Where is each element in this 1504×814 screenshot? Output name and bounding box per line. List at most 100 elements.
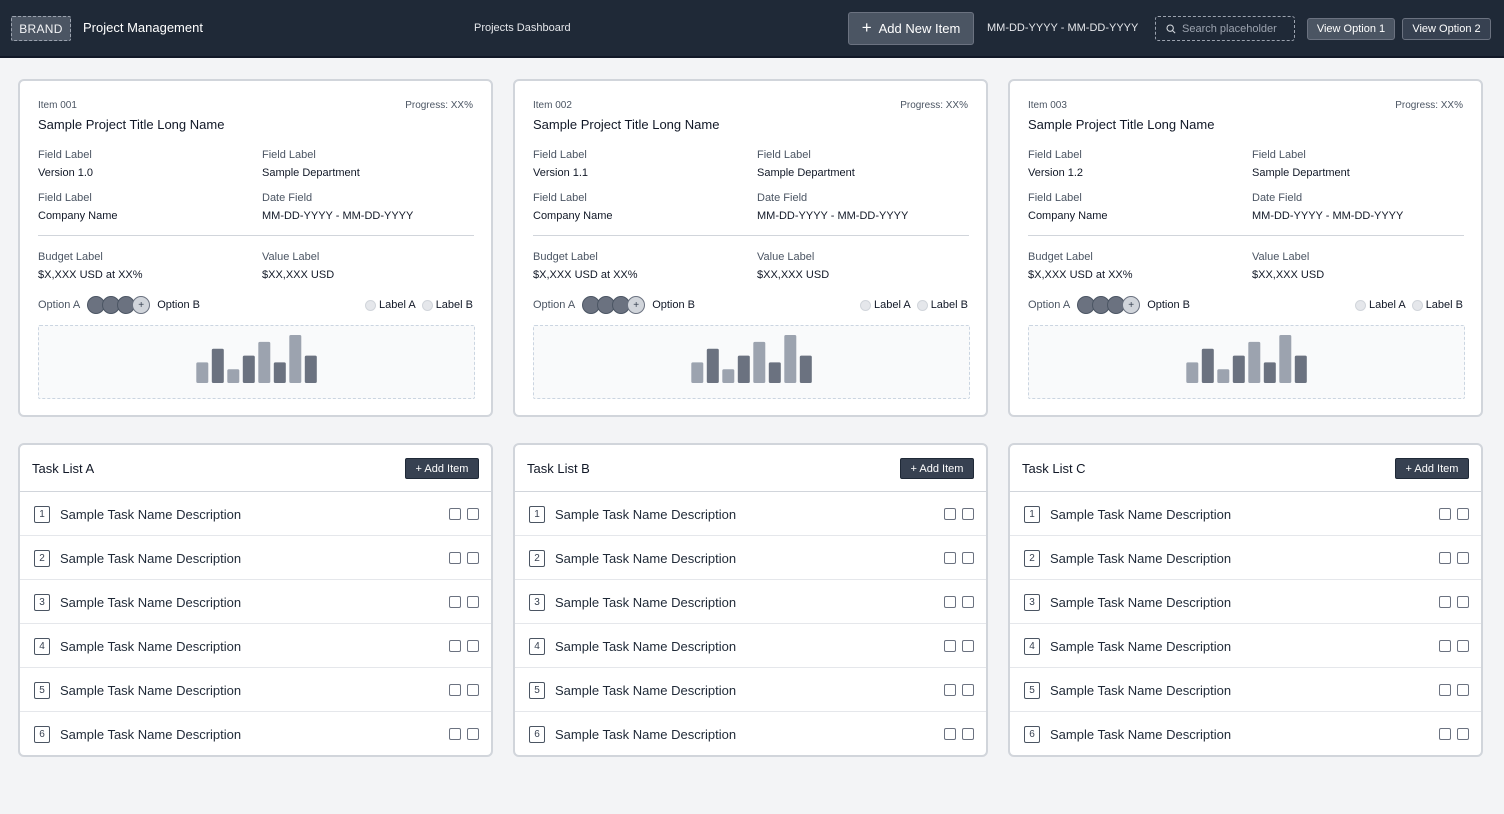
search-input[interactable]	[1182, 22, 1294, 35]
add-avatar-icon[interactable]: +	[132, 296, 151, 314]
legend-item-a[interactable]: Label A	[1354, 299, 1406, 311]
task-checkbox-2[interactable]	[467, 640, 479, 652]
view-option-1-button[interactable]: View Option 1	[1307, 18, 1395, 40]
task-row[interactable]: 3 Sample Task Name Description	[20, 580, 491, 624]
task-name[interactable]: Sample Task Name Description	[555, 551, 737, 566]
task-checkbox-2[interactable]	[962, 684, 974, 696]
option-b-label[interactable]: Option B	[652, 299, 696, 311]
task-checkbox-2[interactable]	[467, 684, 479, 696]
task-name[interactable]: Sample Task Name Description	[555, 639, 737, 654]
task-name[interactable]: Sample Task Name Description	[1050, 683, 1232, 698]
legend-item-a[interactable]: Label A	[859, 299, 911, 311]
task-row[interactable]: 2 Sample Task Name Description	[20, 536, 491, 580]
task-name[interactable]: Sample Task Name Description	[1050, 551, 1232, 566]
search-box[interactable]	[1155, 16, 1295, 41]
task-checkbox-1[interactable]	[944, 596, 956, 608]
legend-item-a[interactable]: Label A	[364, 299, 416, 311]
task-name[interactable]: Sample Task Name Description	[1050, 727, 1232, 742]
header-date-range[interactable]: MM-DD-YYYY - MM-DD-YYYY	[987, 22, 1139, 34]
view-option-2-button[interactable]: View Option 2	[1402, 18, 1491, 40]
task-row[interactable]: 3 Sample Task Name Description	[1010, 580, 1481, 624]
task-checkbox-1[interactable]	[1439, 596, 1451, 608]
task-checkbox-1[interactable]	[944, 552, 956, 564]
task-row[interactable]: 5 Sample Task Name Description	[1010, 668, 1481, 712]
task-checkbox-1[interactable]	[944, 640, 956, 652]
task-checkbox-2[interactable]	[467, 596, 479, 608]
option-b-label[interactable]: Option B	[157, 299, 201, 311]
add-new-item-button[interactable]: + Add New Item	[848, 12, 974, 45]
project-card[interactable]: Item 003 Progress: XX% Sample Project Ti…	[1008, 79, 1483, 417]
task-name[interactable]: Sample Task Name Description	[60, 595, 242, 610]
task-checkbox-1[interactable]	[449, 596, 461, 608]
task-name[interactable]: Sample Task Name Description	[60, 683, 242, 698]
task-checkbox-1[interactable]	[1439, 552, 1451, 564]
task-row[interactable]: 5 Sample Task Name Description	[515, 668, 986, 712]
task-name[interactable]: Sample Task Name Description	[60, 639, 242, 654]
task-checkbox-2[interactable]	[962, 596, 974, 608]
task-checkbox-2[interactable]	[1457, 640, 1469, 652]
task-checkbox-1[interactable]	[449, 640, 461, 652]
task-row[interactable]: 5 Sample Task Name Description	[20, 668, 491, 712]
legend-item-b[interactable]: Label B	[421, 299, 473, 311]
project-card[interactable]: Item 002 Progress: XX% Sample Project Ti…	[513, 79, 988, 417]
task-checkbox-2[interactable]	[467, 552, 479, 564]
task-row[interactable]: 6 Sample Task Name Description	[1010, 712, 1481, 755]
task-checkbox-2[interactable]	[962, 552, 974, 564]
add-avatar-icon[interactable]: +	[1122, 296, 1141, 314]
task-checkbox-2[interactable]	[1457, 684, 1469, 696]
task-checkbox-2[interactable]	[962, 640, 974, 652]
task-checkbox-1[interactable]	[1439, 508, 1451, 520]
task-checkbox-2[interactable]	[467, 508, 479, 520]
task-name[interactable]: Sample Task Name Description	[60, 551, 242, 566]
task-row[interactable]: 4 Sample Task Name Description	[515, 624, 986, 668]
task-name[interactable]: Sample Task Name Description	[60, 507, 242, 522]
option-b-label[interactable]: Option B	[1147, 299, 1191, 311]
task-name[interactable]: Sample Task Name Description	[1050, 639, 1232, 654]
avatar-group[interactable]: +	[1077, 296, 1141, 314]
task-checkbox-2[interactable]	[962, 508, 974, 520]
option-a-label[interactable]: Option A	[1028, 299, 1071, 311]
add-avatar-icon[interactable]: +	[627, 296, 646, 314]
option-a-label[interactable]: Option A	[38, 299, 81, 311]
task-row[interactable]: 2 Sample Task Name Description	[1010, 536, 1481, 580]
task-row[interactable]: 6 Sample Task Name Description	[20, 712, 491, 755]
task-row[interactable]: 1 Sample Task Name Description	[20, 492, 491, 536]
task-checkbox-2[interactable]	[1457, 552, 1469, 564]
task-row[interactable]: 1 Sample Task Name Description	[1010, 492, 1481, 536]
task-checkbox-1[interactable]	[1439, 684, 1451, 696]
task-checkbox-1[interactable]	[944, 684, 956, 696]
task-name[interactable]: Sample Task Name Description	[1050, 507, 1232, 522]
project-card[interactable]: Item 001 Progress: XX% Sample Project Ti…	[18, 79, 493, 417]
task-checkbox-2[interactable]	[1457, 728, 1469, 740]
avatar-group[interactable]: +	[87, 296, 151, 314]
task-name[interactable]: Sample Task Name Description	[555, 595, 737, 610]
brand-logo[interactable]: BRAND	[11, 16, 71, 41]
task-checkbox-1[interactable]	[449, 508, 461, 520]
task-name[interactable]: Sample Task Name Description	[555, 727, 737, 742]
task-checkbox-2[interactable]	[962, 728, 974, 740]
task-row[interactable]: 1 Sample Task Name Description	[515, 492, 986, 536]
legend-item-b[interactable]: Label B	[916, 299, 968, 311]
add-item-button[interactable]: + Add Item	[405, 458, 479, 479]
task-row[interactable]: 2 Sample Task Name Description	[515, 536, 986, 580]
task-checkbox-1[interactable]	[944, 508, 956, 520]
task-checkbox-1[interactable]	[1439, 728, 1451, 740]
task-checkbox-1[interactable]	[1439, 640, 1451, 652]
task-row[interactable]: 4 Sample Task Name Description	[1010, 624, 1481, 668]
task-checkbox-2[interactable]	[467, 728, 479, 740]
task-row[interactable]: 3 Sample Task Name Description	[515, 580, 986, 624]
task-checkbox-1[interactable]	[449, 684, 461, 696]
avatar-group[interactable]: +	[582, 296, 646, 314]
task-row[interactable]: 6 Sample Task Name Description	[515, 712, 986, 755]
task-name[interactable]: Sample Task Name Description	[555, 683, 737, 698]
option-a-label[interactable]: Option A	[533, 299, 576, 311]
add-item-button[interactable]: + Add Item	[1395, 458, 1469, 479]
task-name[interactable]: Sample Task Name Description	[555, 507, 737, 522]
task-checkbox-2[interactable]	[1457, 508, 1469, 520]
task-row[interactable]: 4 Sample Task Name Description	[20, 624, 491, 668]
task-name[interactable]: Sample Task Name Description	[60, 727, 242, 742]
legend-item-b[interactable]: Label B	[1411, 299, 1463, 311]
task-checkbox-2[interactable]	[1457, 596, 1469, 608]
task-name[interactable]: Sample Task Name Description	[1050, 595, 1232, 610]
task-checkbox-1[interactable]	[449, 728, 461, 740]
